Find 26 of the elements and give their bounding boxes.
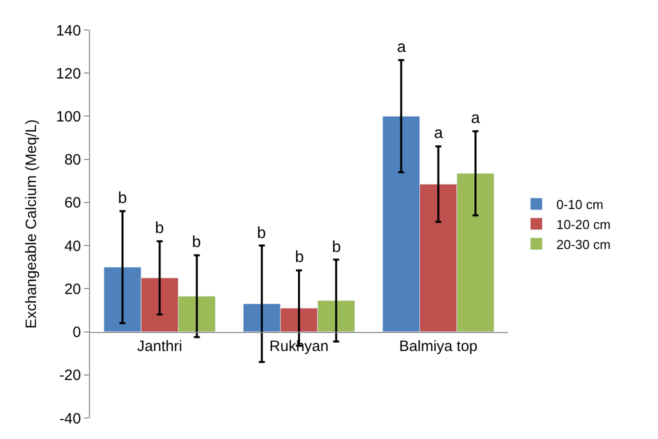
y-tick-label: 140 [56,22,81,40]
y-tick-label: 0 [72,324,81,342]
legend-label: 10-20 cm [556,216,611,232]
annotation: a [434,125,443,142]
y-tick-label: 60 [64,194,81,212]
annotation: a [471,110,480,127]
annotation: b [118,190,127,207]
y-axis-title: Exchangeable Calcium (Meq/L) [23,119,40,329]
y-tick-label: 80 [64,152,81,169]
legend-label: 0-10 cm [556,197,604,212]
y-tick-label: 100 [56,108,81,126]
y-tick-label: 120 [56,65,81,82]
annotation: b [192,234,201,251]
annotation: b [295,249,304,266]
annotation: b [332,239,341,256]
y-tick-label: 20 [64,280,81,298]
y-tick-label: -40 [59,410,81,428]
x-tick-label: Rukhyan [269,338,329,355]
annotation: b [155,220,164,237]
x-tick-label: Balmiya top [399,338,478,355]
annotation: b [257,225,266,242]
annotation: a [397,39,406,56]
y-tick-label: -20 [59,367,81,384]
y-tick-label: 40 [64,238,81,255]
legend-label: 20-30 cm [556,236,611,252]
x-tick-label: Janthri [137,338,182,355]
